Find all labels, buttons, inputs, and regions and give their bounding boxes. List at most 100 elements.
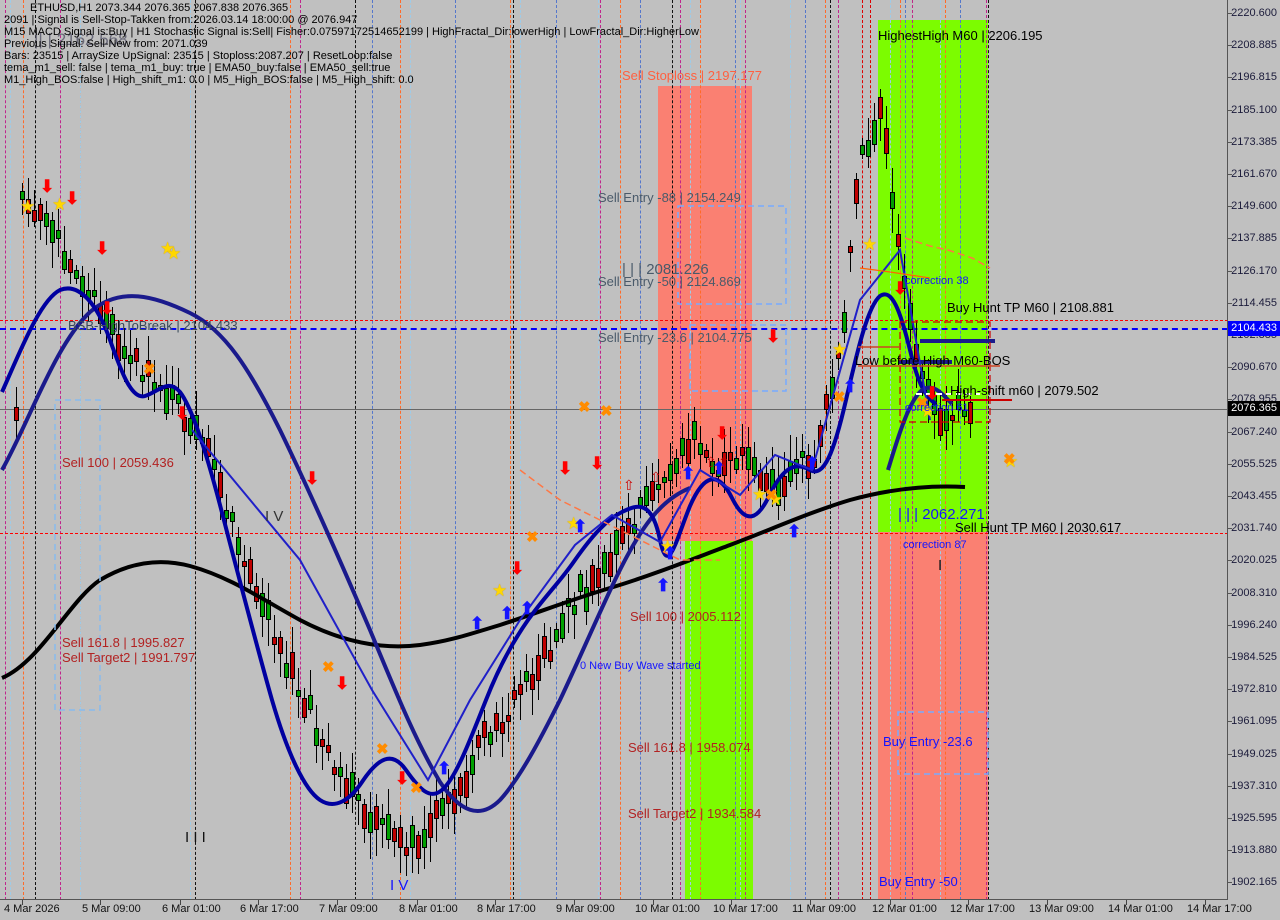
vline xyxy=(805,0,806,900)
sell-arrow-0: ⬇ xyxy=(40,177,55,196)
candle-body xyxy=(230,512,235,523)
vline xyxy=(745,0,746,900)
y-tick-mark xyxy=(1228,174,1232,175)
buy-arrow-7: ⬆ xyxy=(681,464,696,483)
header-line-3: Bars: 23515 | ArraySize UpSignal: 23515 … xyxy=(4,50,393,62)
buy-arrow-6: ⬆ xyxy=(663,544,678,563)
candle-body xyxy=(248,559,253,585)
price-axis[interactable]: 2220.600 2208.885 2196.815 2185.100 2173.385… xyxy=(1228,0,1280,900)
y-tick-label: 2196.815 xyxy=(1231,71,1277,84)
candle-wick xyxy=(64,225,65,275)
y-tick-mark xyxy=(1228,592,1232,594)
vline xyxy=(986,0,987,900)
y-tick-label: 2090.670 xyxy=(1231,361,1277,374)
candle-body xyxy=(542,635,547,660)
candle-body xyxy=(782,476,787,497)
cross-marker-1: ✖ xyxy=(322,659,335,676)
y-tick-label: 1913.880 xyxy=(1231,844,1277,857)
sell-arrow-11: ⬇ xyxy=(766,327,781,346)
y-tick-mark xyxy=(1228,399,1232,401)
candle-body xyxy=(212,459,217,471)
price-badge-last: 2076.365 xyxy=(1228,401,1280,416)
candle-body xyxy=(674,458,679,475)
vline xyxy=(513,0,514,900)
y-tick-mark xyxy=(1228,785,1232,787)
x-tick-mark xyxy=(1126,900,1127,905)
candle-body xyxy=(650,480,655,502)
x-tick-label: 14 Mar 01:00 xyxy=(1108,903,1173,915)
candle-body xyxy=(62,250,67,271)
candle-body xyxy=(374,805,379,831)
annotation-sell-1618-mid: Sell 161.8 | 1958.074 xyxy=(628,740,751,755)
candle-body xyxy=(428,812,433,839)
candle-body xyxy=(728,451,733,461)
candle-body xyxy=(188,418,193,437)
star-marker-1: ★ xyxy=(52,195,68,214)
candle-body xyxy=(92,289,97,298)
candle-body xyxy=(356,793,361,801)
candle-body xyxy=(26,198,31,214)
y-tick-mark xyxy=(1228,850,1232,852)
buy-zone-mid xyxy=(685,541,753,900)
chart-plot-area[interactable]: ★ ★ ★ ★ ★ ★ ★ ★ ★ ★ ★ ★ ★ ⬇ ⬇ ⬇ ⬇ ⬇ ⬇ ⬇ ⬇ ⬇ ⬇ ⬇ ⬇ ⬇ ⬇ ⬇ ⬆ ⬆ ⬆ ⬆ ⬆ ⬆ ⬆ ⬆ ⬆ ⬆ ⬆ ⬆… xyxy=(0,0,1228,900)
candle-body xyxy=(284,662,289,679)
level-blue-2104 xyxy=(0,328,1228,330)
annotation-wave-iii: I I I xyxy=(185,829,206,846)
vline xyxy=(35,0,36,900)
x-tick-label: 8 Mar 01:00 xyxy=(399,903,458,915)
y-tick-label: 1972.810 xyxy=(1231,683,1277,696)
x-tick-mark xyxy=(495,900,496,905)
candle-body xyxy=(860,144,865,156)
candle-wick xyxy=(328,723,329,762)
candle-body xyxy=(308,695,313,710)
x-tick-mark xyxy=(810,900,811,905)
candle-wick xyxy=(310,670,311,715)
annotation-high-shift-m60: High-shift m60 | 2079.502 xyxy=(950,383,1099,398)
candle-body xyxy=(494,712,499,731)
cross-marker-8: ✖ xyxy=(833,389,846,406)
y-tick-label: 1984.525 xyxy=(1231,651,1277,663)
hollow-arrow-3: ⇧ xyxy=(718,454,730,470)
buy-arrow-9: ⬆ xyxy=(787,522,802,541)
candle-body xyxy=(656,484,661,491)
candle-body xyxy=(344,777,349,804)
annotation-correction-38: correction 38 xyxy=(905,275,969,287)
candle-body xyxy=(554,628,559,643)
candle-body xyxy=(110,314,115,335)
vline xyxy=(960,0,961,900)
candle-body xyxy=(56,230,61,239)
sell-arrow-14: ⬇ xyxy=(558,459,573,478)
candle-body xyxy=(734,457,739,470)
candle-body xyxy=(242,560,247,568)
vline xyxy=(400,0,401,900)
annotation-fib-2081: | | | 2081.226 xyxy=(622,261,709,278)
vline xyxy=(940,0,941,900)
buy-arrow-10: ⬆ xyxy=(843,377,858,396)
y-tick-mark xyxy=(1228,270,1232,272)
buy-arrow-3: ⬆ xyxy=(520,599,535,618)
y-tick-label: 2173.385 xyxy=(1231,135,1277,148)
annotation-low-before-high: Low before High M60-BOS xyxy=(855,353,1011,368)
star-marker-10: ★ xyxy=(768,490,784,509)
candle-body xyxy=(50,219,55,244)
candle-wick xyxy=(94,268,95,311)
y-tick-label: 2208.885 xyxy=(1231,39,1277,52)
x-tick-label: 12 Mar 01:00 xyxy=(872,903,937,915)
candle-body xyxy=(686,438,691,465)
star-marker-7: ★ xyxy=(566,514,582,533)
candle-body xyxy=(464,771,469,799)
candle-wick xyxy=(322,728,323,770)
time-axis[interactable]: 4 Mar 2026 5 Mar 09:00 6 Mar 01:00 6 Mar 17… xyxy=(0,900,1280,920)
candle-body xyxy=(668,464,673,481)
vline xyxy=(620,0,621,900)
candle-body xyxy=(962,410,967,417)
y-tick-mark xyxy=(1228,657,1232,658)
hollow-arrow-2: ⇧ xyxy=(705,454,717,470)
candle-body xyxy=(410,825,415,849)
candle-body xyxy=(848,245,853,253)
vline xyxy=(455,0,456,900)
y-tick-label: 1961.095 xyxy=(1231,715,1277,728)
candle-wick xyxy=(814,439,815,475)
y-tick-label: 1925.595 xyxy=(1231,812,1277,824)
candle-body xyxy=(74,270,79,280)
